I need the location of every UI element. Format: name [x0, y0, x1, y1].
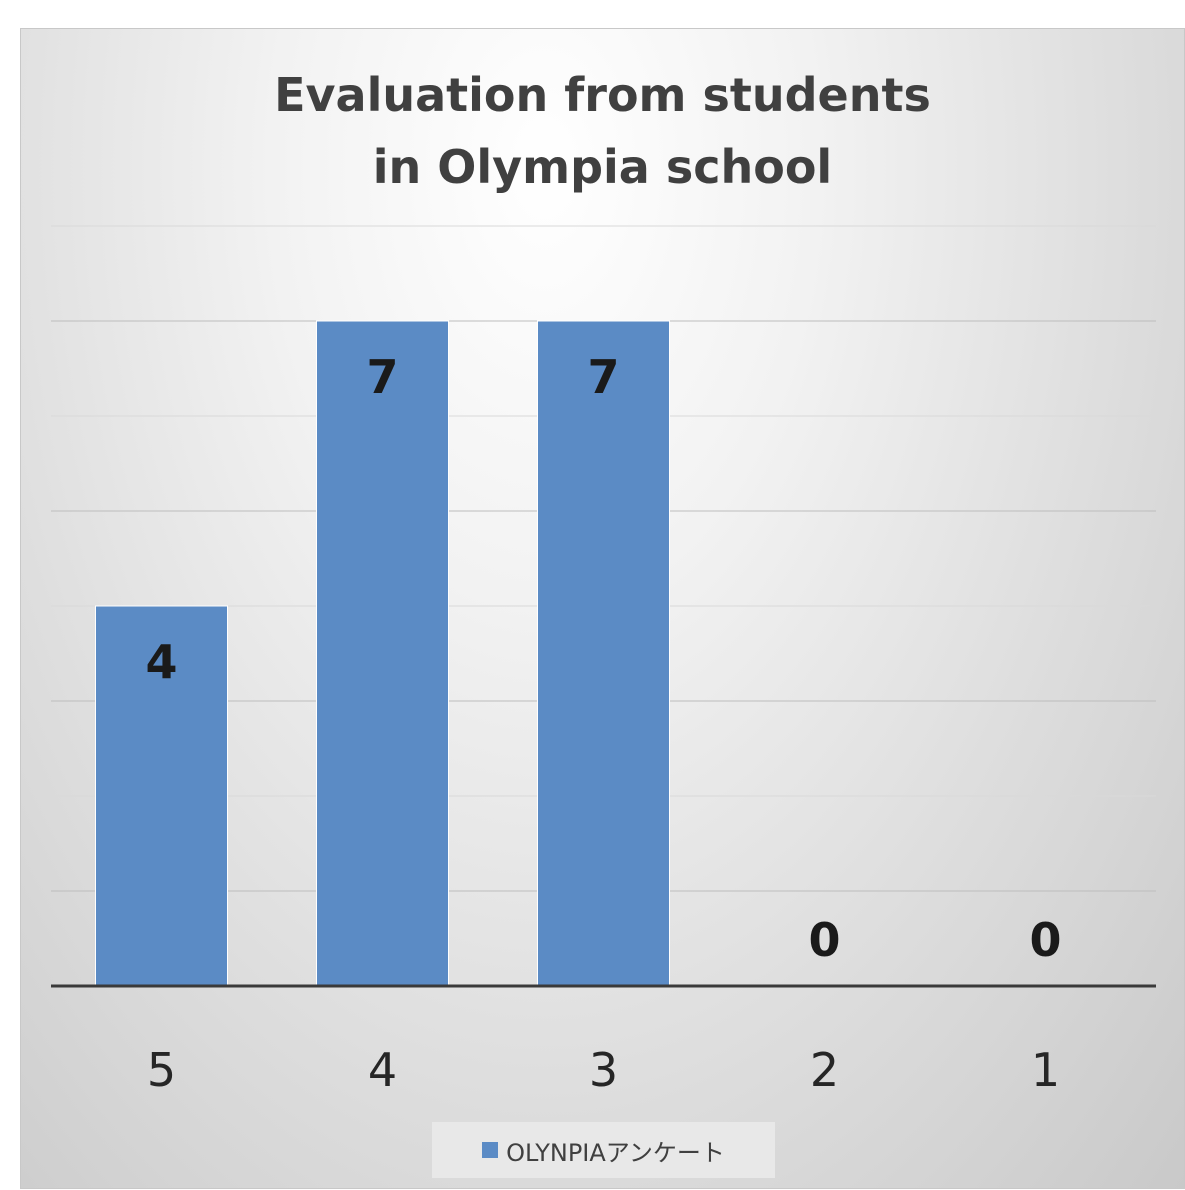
x-tick-label-3: 3 — [589, 1043, 618, 1097]
bar-3 — [537, 320, 670, 987]
data-label-2: 0 — [808, 913, 840, 967]
legend: OLYNPIAアンケート — [432, 1122, 775, 1178]
chart-title-line-1: Evaluation from students — [274, 68, 931, 122]
x-tick-label-2: 2 — [810, 1043, 839, 1097]
data-label-3: 7 — [587, 350, 619, 404]
data-label-4: 7 — [366, 350, 398, 404]
bar-4 — [316, 320, 449, 987]
plot-area: 4 5 7 4 7 3 0 2 0 1 — [51, 225, 1156, 1097]
legend-swatch — [482, 1142, 499, 1158]
data-label-1: 0 — [1029, 913, 1061, 967]
x-tick-label-1: 1 — [1031, 1043, 1060, 1097]
legend-label: OLYNPIAアンケート — [506, 1138, 725, 1167]
x-tick-label-5: 5 — [147, 1043, 176, 1097]
chart-title: Evaluation from students in Olympia scho… — [21, 59, 1184, 203]
chart-area: Evaluation from students in Olympia scho… — [20, 28, 1185, 1189]
chart-title-line-2: in Olympia school — [372, 140, 833, 194]
bar-5 — [95, 605, 228, 987]
data-label-5: 4 — [145, 635, 177, 689]
x-tick-label-4: 4 — [368, 1043, 397, 1097]
